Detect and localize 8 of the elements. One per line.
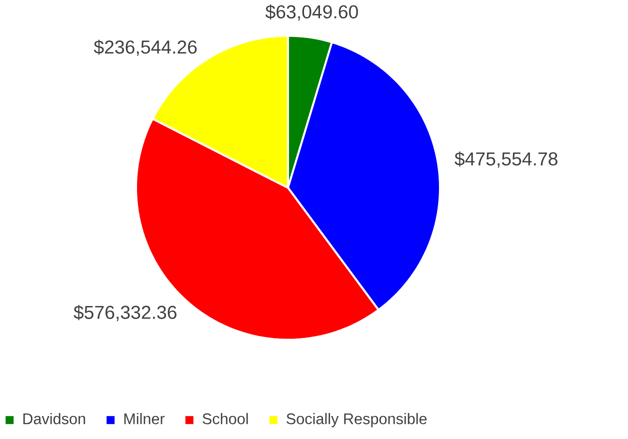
legend-label: Socially Responsible [286,413,427,428]
legend-label: Davidson [23,413,86,424]
data-label: $475,554.78 [454,152,558,168]
data-label: $576,332.36 [74,305,176,322]
legend-label: Milner [124,413,165,424]
legend-label: School [202,413,248,424]
data-label: $63,049.60 [265,4,358,21]
data-label: $236,544.26 [94,40,197,56]
